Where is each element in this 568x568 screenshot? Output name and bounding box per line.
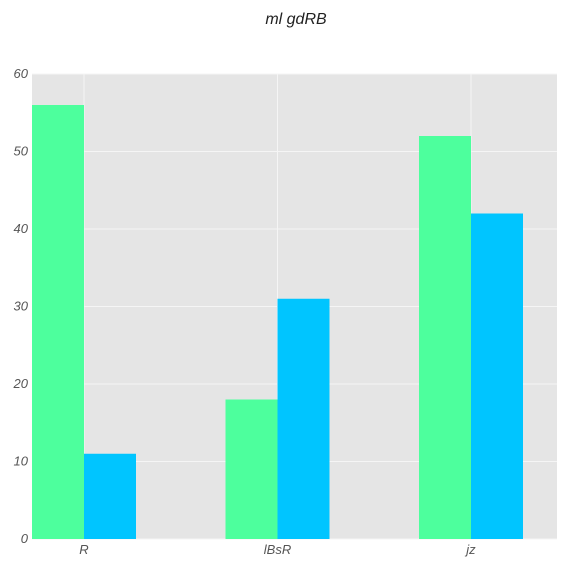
bar-R-series-2 [84,453,136,539]
y-tick-label: 10 [14,454,29,469]
bar-lBsR-series-2 [277,298,330,539]
bars [32,105,523,539]
bar-R-series-1 [32,105,84,539]
y-tick-label: 20 [13,376,29,391]
y-tick-label: 40 [14,221,29,236]
chart-title: ml gdRB [265,11,327,28]
y-tick-label: 60 [14,66,29,81]
x-tick-label: lBsR [264,542,291,557]
y-tick-label: 50 [14,144,29,159]
x-tick-label: jz [464,542,476,557]
y-axis-ticks: 0 10 20 30 40 50 60 [13,66,29,546]
bar-jz-series-2 [471,213,523,539]
y-tick-label: 30 [14,299,29,314]
bar-jz-series-1 [419,136,471,539]
x-tick-label: R [79,542,88,557]
bar-lBsR-series-1 [225,399,278,539]
y-tick-label: 0 [21,531,29,546]
